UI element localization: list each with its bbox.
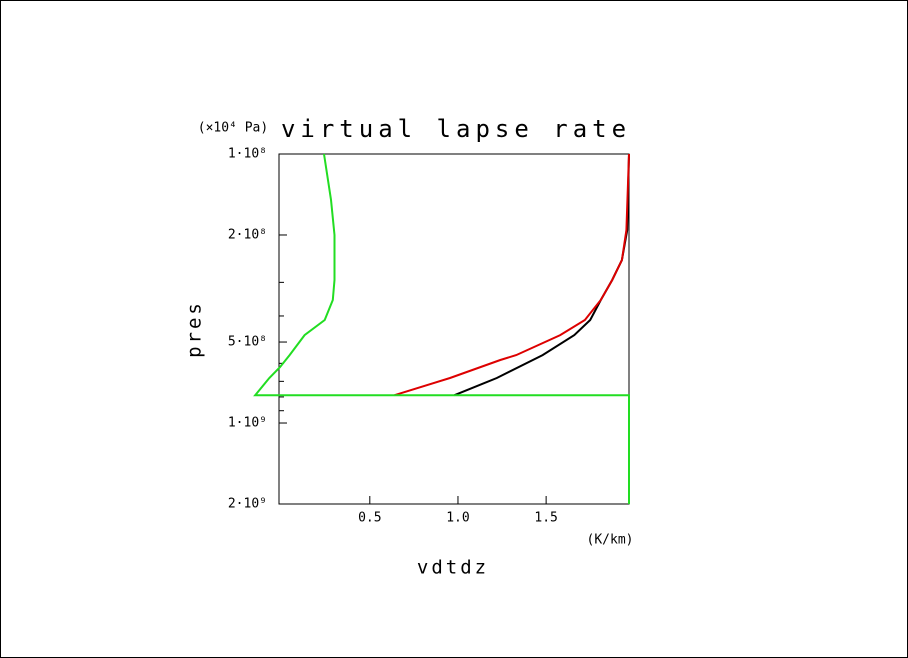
x-tick-label: 1.5 (534, 511, 557, 526)
y-tick-label: 2·10⁸ (228, 227, 267, 242)
chart-title: virtual lapse rate (281, 115, 631, 143)
y-tick-label: 2·10⁹ (228, 497, 267, 512)
y-tick-label: 1·10⁹ (228, 416, 267, 431)
x-tick-label: 1.0 (446, 511, 469, 526)
profile-line (253, 153, 630, 504)
profile-line (394, 153, 630, 397)
y-tick-label: 1·10⁸ (228, 147, 267, 162)
y-axis-label: pres (184, 300, 206, 358)
plot-area (278, 153, 630, 505)
x-units: (K/km) (587, 533, 634, 548)
y-units: (×10⁴ Pa) (198, 121, 268, 136)
x-axis-label: vdtdz (417, 557, 489, 579)
y-tick-label: 5·10⁸ (228, 335, 267, 350)
x-tick-label: 0.5 (358, 511, 381, 526)
